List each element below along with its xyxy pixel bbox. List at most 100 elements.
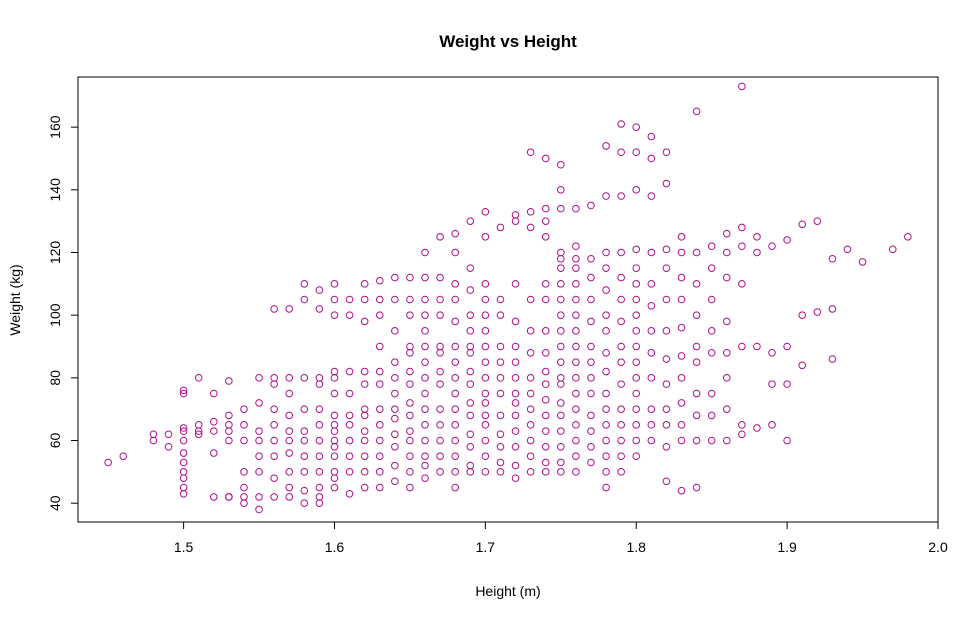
y-tick-label: 80 — [47, 370, 63, 386]
data-point — [375, 276, 384, 285]
data-point — [783, 342, 791, 351]
data-point — [194, 427, 203, 435]
data-point — [225, 377, 233, 385]
data-point — [436, 311, 444, 319]
data-point — [225, 411, 233, 420]
data-point — [270, 493, 278, 501]
data-point — [632, 295, 641, 304]
data-point — [421, 452, 429, 460]
data-point — [421, 311, 429, 319]
data-point — [315, 468, 324, 476]
data-point — [451, 421, 459, 429]
data-point — [557, 427, 565, 435]
data-point — [587, 201, 595, 210]
data-point — [602, 421, 610, 429]
data-point — [541, 233, 550, 241]
data-point — [557, 380, 565, 388]
data-point — [330, 367, 339, 376]
data-point — [391, 295, 399, 304]
y-axis-label: Weight (kg) — [7, 264, 23, 335]
data-point — [617, 380, 625, 388]
data-point — [707, 327, 716, 335]
data-point — [375, 380, 384, 388]
data-point — [557, 311, 565, 319]
data-point — [602, 192, 610, 200]
data-point — [647, 280, 656, 288]
data-point — [466, 442, 475, 451]
data-point — [255, 468, 263, 476]
data-point — [602, 436, 610, 445]
data-point — [632, 421, 641, 429]
data-point — [391, 327, 399, 335]
data-point — [526, 374, 535, 382]
data-point — [692, 311, 701, 319]
data-point — [753, 248, 761, 257]
data-point — [179, 427, 188, 435]
data-point — [587, 358, 595, 366]
data-point — [481, 452, 490, 460]
data-point — [572, 204, 580, 213]
data-point — [330, 474, 339, 482]
data-point — [783, 380, 791, 388]
data-point — [300, 280, 309, 288]
data-point — [360, 367, 369, 376]
data-point — [496, 411, 505, 420]
data-point — [632, 405, 641, 413]
data-point — [511, 217, 520, 225]
data-point — [421, 374, 429, 382]
data-point — [466, 430, 475, 439]
data-point — [300, 468, 309, 476]
data-point — [572, 242, 580, 251]
data-point — [436, 273, 444, 282]
data-point — [375, 367, 384, 376]
x-tick-label: 2.0 — [928, 539, 948, 555]
data-point — [255, 427, 263, 435]
data-point — [783, 236, 791, 244]
data-point — [738, 223, 746, 232]
data-point — [602, 327, 610, 335]
data-point — [391, 430, 399, 439]
data-point — [481, 421, 490, 429]
data-point — [360, 317, 369, 326]
data-point — [617, 436, 625, 445]
data-point — [255, 399, 263, 407]
data-point — [798, 311, 807, 319]
data-point — [526, 389, 535, 398]
data-point — [391, 405, 399, 413]
data-point — [330, 411, 339, 420]
data-point — [647, 132, 656, 141]
data-point — [451, 405, 459, 413]
data-point — [602, 264, 610, 272]
data-point — [255, 374, 263, 382]
data-point — [813, 308, 822, 316]
data-point — [602, 367, 610, 376]
data-point — [179, 389, 188, 398]
data-point — [632, 374, 641, 382]
data-point — [300, 499, 309, 507]
data-point — [526, 436, 535, 445]
data-point — [632, 148, 641, 157]
data-point — [330, 483, 339, 492]
data-point — [557, 342, 565, 351]
data-point — [692, 389, 701, 398]
data-point — [240, 483, 248, 492]
data-point — [391, 374, 399, 382]
data-point — [360, 280, 369, 288]
data-point — [406, 411, 414, 420]
data-point — [662, 442, 671, 451]
data-point — [436, 405, 444, 413]
data-point — [481, 468, 490, 476]
data-point — [617, 358, 625, 366]
data-point — [738, 280, 746, 288]
data-point — [466, 468, 475, 476]
data-point — [647, 301, 656, 310]
data-point — [632, 264, 641, 272]
data-point — [421, 358, 429, 366]
data-point — [285, 411, 294, 420]
data-point — [828, 305, 837, 313]
data-point — [345, 311, 354, 319]
data-point — [647, 348, 656, 357]
data-point — [375, 295, 384, 304]
data-point — [692, 358, 701, 366]
